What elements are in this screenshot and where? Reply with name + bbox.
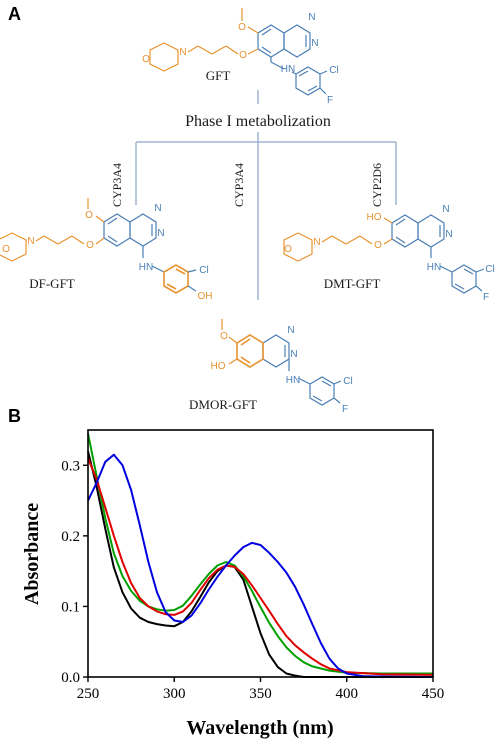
df-atom-o-methoxy: O xyxy=(85,210,93,221)
dmor-atom-cl: Cl xyxy=(343,376,352,387)
dmt-atom-n3: N xyxy=(445,229,452,240)
dmor-quinazoline-bonds xyxy=(262,334,342,406)
dmt-atom-nh: HN xyxy=(427,262,441,273)
gft-aniline-bonds xyxy=(270,61,328,95)
gft-name: GFT xyxy=(206,68,231,83)
panel-b-label: B xyxy=(8,406,21,426)
df-quinazoline-bonds xyxy=(103,213,165,273)
df-atom-n1: N xyxy=(154,203,161,214)
df-name: DF-GFT xyxy=(29,276,75,291)
dmt-atom-o-morpholine: O xyxy=(284,244,292,255)
df-atom-o-ether: O xyxy=(86,240,94,251)
panel-a-label: A xyxy=(8,4,21,24)
df-atom-cl: Cl xyxy=(199,265,208,276)
gft-quinazoline-bonds xyxy=(257,24,321,96)
dmor-atom-f: F xyxy=(342,404,348,415)
y-tick-label: 0.2 xyxy=(61,529,80,545)
df-side-chain-bonds xyxy=(0,198,105,262)
df-phenol-ring xyxy=(163,264,189,294)
molecule-df-gft: O O N O N N HN Cl OH DF-GFT xyxy=(0,198,213,302)
dmt-side-chain-bonds xyxy=(283,217,393,262)
dmor-atom-n1: N xyxy=(287,325,294,336)
dmt-atom-ho: HO xyxy=(367,212,382,223)
dmt-atom-f: F xyxy=(483,292,489,303)
dmt-name: DMT-GFT xyxy=(324,276,381,291)
x-tick-label: 450 xyxy=(422,686,445,702)
gft-atom-o-morpholine: O xyxy=(142,54,150,65)
y-tick-label: 0.0 xyxy=(61,670,80,686)
uv-absorbance-chart: 250 300 350 400 450 0.0 0.1 0.2 0.3 Wavelength (… xyxy=(21,429,444,739)
enzyme-label-dmt: CYP2D6 xyxy=(370,163,384,207)
molecule-dmor-gft: O HO N N HN Cl F DMOR-GFT xyxy=(189,319,353,415)
molecule-gft: O O N O N N HN Cl F GFT xyxy=(142,8,339,106)
dmor-atom-n3: N xyxy=(290,349,297,360)
enzyme-label-df: CYP3A4 xyxy=(110,163,124,207)
gft-atom-cl: Cl xyxy=(329,65,338,76)
metabolism-branches xyxy=(135,132,397,300)
df-atom-n-morpholine: N xyxy=(27,236,34,247)
x-axis-title: Wavelength (nm) xyxy=(186,717,333,739)
series-line-3 xyxy=(87,453,434,678)
dmor-name: DMOR-GFT xyxy=(189,397,257,412)
dmt-atom-n-morpholine: N xyxy=(313,237,320,248)
dmor-atom-nh: HN xyxy=(286,375,300,386)
y-tick-label: 0.1 xyxy=(61,599,80,615)
dmt-atom-o-ether: O xyxy=(374,240,382,251)
gft-atom-n-morpholine: N xyxy=(179,47,186,58)
gft-atom-o-methoxy: O xyxy=(238,22,246,33)
dmt-atom-n1: N xyxy=(442,204,449,215)
gft-atom-n3: N xyxy=(311,38,318,49)
df-oh-bond xyxy=(187,285,197,292)
molecule-dmt-gft: HO O N O N N HN Cl F DMT-GFT xyxy=(283,204,495,303)
dmor-substituent-bonds xyxy=(221,319,238,365)
dmor-atom-ho: HO xyxy=(211,361,226,372)
dmor-benzo-ring xyxy=(236,334,264,368)
gft-side-chain-bonds xyxy=(149,8,259,72)
dmt-atom-cl: Cl xyxy=(485,264,494,275)
df-atom-nh: HN xyxy=(139,262,153,273)
x-tick-label: 250 xyxy=(77,686,100,702)
x-tick-label: 300 xyxy=(163,686,186,702)
df-atom-o-morpholine: O xyxy=(2,244,10,255)
series-line-0 xyxy=(87,450,433,678)
ticks-layer: 250 300 350 400 450 0.0 0.1 0.2 0.3 xyxy=(61,458,444,702)
x-tick-label: 350 xyxy=(249,686,272,702)
y-axis-title: Absorbance xyxy=(21,503,43,605)
gft-atom-o-ether: O xyxy=(239,50,247,61)
dmor-atom-o-methoxy: O xyxy=(220,331,228,342)
df-atom-oh: OH xyxy=(198,291,213,302)
gft-atom-f: F xyxy=(327,95,333,106)
dmt-quinazoline-bonds xyxy=(391,214,485,294)
df-cl-bond xyxy=(187,269,197,273)
series-line-1 xyxy=(87,433,433,675)
y-tick-label: 0.3 xyxy=(61,458,80,474)
series-line-2 xyxy=(87,457,434,676)
gft-atom-n1: N xyxy=(308,12,315,23)
series-layer xyxy=(87,433,434,678)
phase-label: Phase I metabolization xyxy=(185,113,331,130)
gft-atom-nh: HN xyxy=(281,64,295,75)
enzyme-label-dmor: CYP3A4 xyxy=(232,163,246,207)
x-tick-label: 400 xyxy=(336,686,359,702)
plot-frame xyxy=(87,429,434,678)
df-atom-n3: N xyxy=(157,228,164,239)
